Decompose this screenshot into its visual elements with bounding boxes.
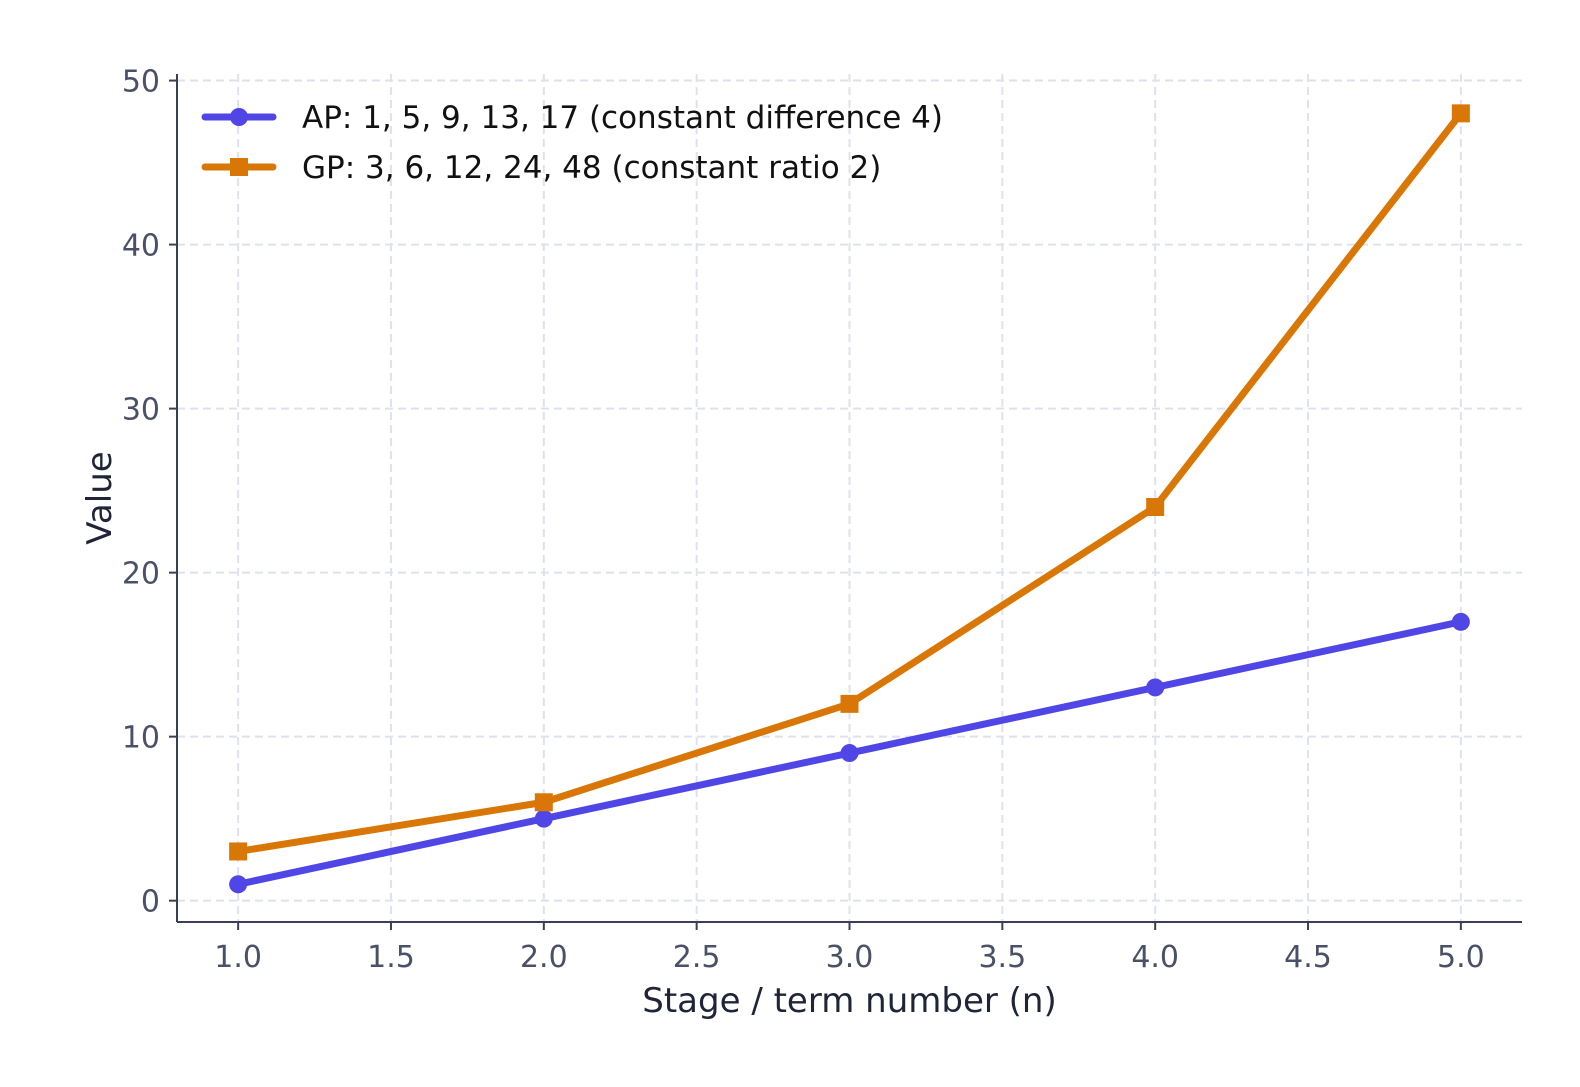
data-point-square xyxy=(1146,498,1165,517)
y-tick-label: 0 xyxy=(141,885,160,920)
data-point-square xyxy=(840,694,859,713)
data-point-circle xyxy=(1146,678,1165,697)
x-axis-label: Stage / term number (n) xyxy=(642,981,1056,1021)
x-tick-label: 1.5 xyxy=(367,940,415,975)
x-tick-label: 2.0 xyxy=(520,940,568,975)
y-tick-label: 10 xyxy=(122,721,160,756)
data-point-square xyxy=(229,842,248,861)
x-tick-label: 4.0 xyxy=(1131,940,1179,975)
series-1 xyxy=(229,612,1470,894)
y-axis-label: Value xyxy=(80,451,120,544)
data-point-square xyxy=(534,793,553,812)
data-point-square xyxy=(230,158,248,176)
legend-entry: AP: 1, 5, 9, 13, 17 (constant difference… xyxy=(201,100,943,136)
legend-label: GP: 3, 6, 12, 24, 48 (constant ratio 2) xyxy=(302,150,881,186)
data-point-square xyxy=(1451,104,1470,123)
x-tick-label: 3.0 xyxy=(826,940,874,975)
data-point-circle xyxy=(229,875,248,894)
data-point-circle xyxy=(840,744,859,763)
data-point-circle xyxy=(230,108,248,126)
legend: AP: 1, 5, 9, 13, 17 (constant difference… xyxy=(201,100,943,186)
y-tick-label: 50 xyxy=(122,65,160,100)
x-tick-label: 2.5 xyxy=(673,940,721,975)
x-tick-label: 4.5 xyxy=(1284,940,1332,975)
y-tick-label: 30 xyxy=(122,393,160,428)
data-point-circle xyxy=(534,809,553,828)
x-tick-label: 5.0 xyxy=(1437,940,1485,975)
legend-entry: GP: 3, 6, 12, 24, 48 (constant ratio 2) xyxy=(201,150,881,186)
x-tick-label: 1.0 xyxy=(214,940,262,975)
axes: 1.0 1.5 2.0 2.5 3.0 3.5 4.0 4.5 5.0 0 10 20 30 40 50 xyxy=(122,65,1522,975)
y-tick-label: 20 xyxy=(122,557,160,592)
y-tick-label: 40 xyxy=(122,229,160,264)
x-tick-label: 3.5 xyxy=(978,940,1026,975)
series-2 xyxy=(229,104,1470,861)
data-point-circle xyxy=(1451,612,1470,631)
grid xyxy=(177,74,1522,922)
legend-label: AP: 1, 5, 9, 13, 17 (constant difference… xyxy=(302,100,943,136)
series xyxy=(229,104,1470,894)
